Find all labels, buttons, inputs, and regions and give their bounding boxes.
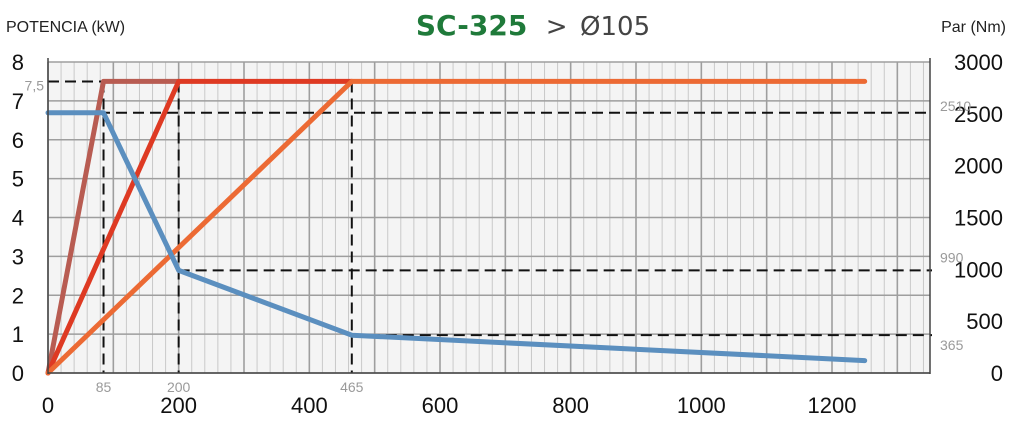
y-right-tick-label: 2500 [954,102,1003,127]
y-left-tick-label: 0 [12,361,24,386]
y-left-tick-label: 8 [12,50,24,75]
y-left-tick-label: 5 [12,167,24,192]
reference-label-torque: 2510 [940,98,971,114]
y-right-tick-label: 2000 [954,154,1003,179]
x-tick-label: 400 [291,393,328,418]
reference-label-rpm: 85 [96,379,112,395]
series-line-1 [45,78,182,376]
y-right-tick-label: 0 [991,361,1003,386]
y-left-tick-label: 4 [12,206,24,231]
y-left-tick-label: 6 [12,128,24,153]
reference-label-power: 7,5 [25,77,45,93]
y-right-tick-label: 1000 [954,257,1003,282]
y-left-axis-label: POTENCIA (kW) [6,19,125,36]
series-line-3 [45,78,868,376]
x-tick-label: 0 [42,393,54,418]
x-tick-label: 200 [160,393,197,418]
x-tick-label: 1200 [808,393,857,418]
y-right-tick-label: 500 [966,309,1003,334]
reference-label-rpm: 200 [167,379,191,395]
y-left-tick-label: 7 [12,89,24,114]
chart-title: SC-325 [416,9,527,42]
reference-labels: 85 200 465 7,5 2510 990 365 [25,77,972,395]
y-left-tick-label: 3 [12,244,24,269]
reference-lines [48,80,932,373]
series-line-2 [45,78,355,376]
y-right-axis-label: Par (Nm) [941,19,1006,36]
title-separator: > [546,12,568,42]
x-tick-label: 600 [422,393,459,418]
reference-label-torque: 365 [940,337,964,353]
chart-title-group: SC-325 > Ø105 [416,9,650,42]
reference-label-rpm: 465 [340,379,364,395]
y-right-tick-label: 3000 [954,50,1003,75]
series-line-4 [45,110,868,364]
y-right-tick-label: 1500 [954,206,1003,231]
reference-label-torque: 990 [940,249,964,265]
y-left-tick-label: 1 [12,322,24,347]
series-layer [45,78,868,376]
tick-labels: 0 200 400 600 800 1000 1200 0 1 2 3 4 5 6 7 8 0 500 1000 15… [12,50,1003,418]
x-tick-label: 1000 [677,393,726,418]
axes [47,58,931,374]
y-left-tick-label: 2 [12,283,24,308]
chart-subtitle: Ø105 [580,12,650,42]
x-tick-label: 800 [552,393,589,418]
